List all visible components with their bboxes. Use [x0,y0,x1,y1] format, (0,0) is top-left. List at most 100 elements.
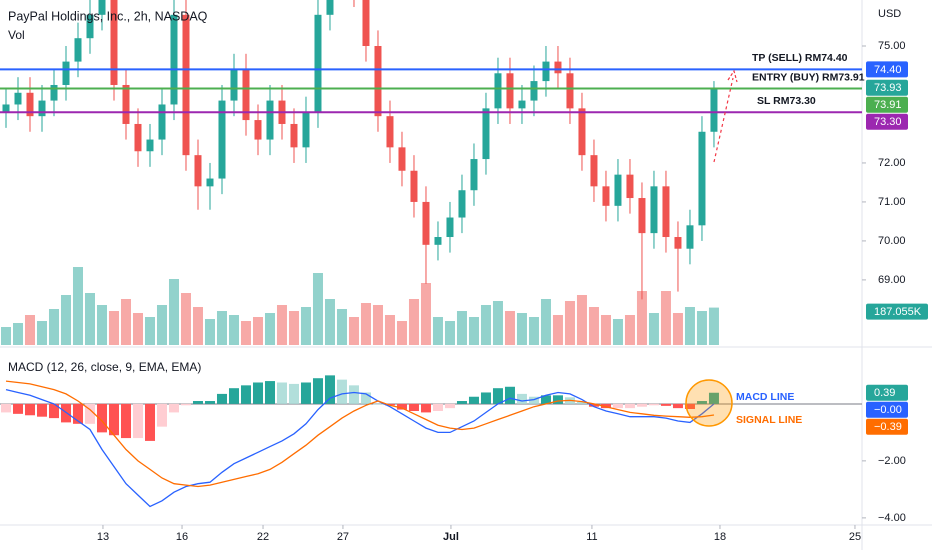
candle-body [614,174,622,206]
histogram-bar [216,393,227,404]
candle-body [374,46,382,117]
histogram-bar [528,396,539,404]
histogram-bar [540,395,551,404]
price-tag [866,113,908,130]
candle-body [206,178,214,187]
price-tag-label: −0.39 [874,421,902,433]
candle-body [242,69,250,121]
y-tick-label: 75.00 [878,40,906,52]
volume-bar [156,305,167,345]
volume-bar [72,267,83,345]
volume-bar [84,293,95,345]
histogram-bar [48,403,59,419]
y-tick-label: −4.00 [878,512,906,524]
candle-body [710,87,718,132]
volume-bar [324,299,335,345]
histogram-bar [156,403,167,427]
histogram-bar [684,403,695,409]
histogram-bar [588,403,599,407]
price-tag [866,79,908,96]
histogram-bar [624,403,635,409]
histogram-bar [576,401,587,404]
volume-bar [624,315,635,345]
candle-body [134,123,142,152]
volume-bar [216,311,227,345]
candle-body [98,0,106,15]
candle-body [290,123,298,148]
candle-body [566,73,574,109]
volume-bar [168,279,179,345]
histogram-bar [204,401,215,404]
histogram-bar [600,403,611,409]
candle-body [326,0,334,15]
volume-bar [288,311,299,345]
candle-body [110,0,118,85]
candle-body [698,131,706,226]
volume-bar [348,317,359,345]
candle-body [506,73,514,109]
volume-bar [528,317,539,345]
histogram-bar [336,379,347,404]
x-tick-label: 18 [714,531,726,543]
volume-bar [180,293,191,345]
candle-body [254,120,262,140]
candle-body [470,159,478,191]
level-label: ENTRY (BUY) RM73.91 [752,71,865,83]
price-tag-label: 73.30 [874,116,902,128]
volume-bar [300,307,311,345]
volume-bar [24,315,35,345]
histogram-bar [144,403,155,441]
projection-arrow [713,77,734,163]
volume-bar [96,305,107,345]
y-tick-label: 72.00 [878,157,906,169]
histogram-bar [552,395,563,404]
candle-body [518,100,526,109]
candle-body [446,217,454,238]
volume-bar [384,315,395,345]
histogram-bar [312,378,323,404]
candle-body [530,81,538,101]
histogram-bar [648,403,659,406]
histogram-bar [480,392,491,404]
histogram-bar [636,403,647,407]
macd-pane [0,375,862,508]
price-tag-label: −0.00 [874,404,902,416]
candle-body [674,237,682,249]
volume-bar [636,291,647,345]
histogram-bar [228,388,239,404]
macd-line [5,388,715,508]
candle-body [578,108,586,156]
histogram-bar [504,386,515,404]
volume-bar [36,321,47,345]
volume-bar [252,317,263,345]
y-tick-label: 69.00 [878,274,906,286]
histogram-bar [360,392,371,404]
volume-bar [240,321,251,345]
candle-body [146,139,154,152]
candle-body [14,92,22,105]
price-tag-label: 73.91 [874,99,902,111]
candle-body [494,73,502,109]
currency: USD [878,8,901,20]
macd-title: MACD (12, 26, close, 9, EMA, EMA) [8,360,201,374]
candle-body [650,186,658,234]
volume-bar [264,313,275,345]
candle-body [50,84,58,101]
volume-title: Vol [8,28,25,42]
price-tag-label: 73.93 [874,82,902,94]
x-tick-label: 22 [257,531,269,543]
candle-body [434,237,442,245]
volume-bar [132,313,143,345]
x-tick-label: 16 [176,531,188,543]
histogram-bar [516,393,527,404]
histogram-bar [168,403,179,413]
volume-bar [552,315,563,345]
histogram-bar [252,382,263,404]
price-tag [866,401,908,418]
arrow-head [727,69,738,83]
x-tick-label: 11 [586,531,597,543]
histogram-bar [384,403,395,406]
histogram-bar [84,403,95,424]
candle-body [266,100,274,140]
histogram-bar [0,403,11,413]
